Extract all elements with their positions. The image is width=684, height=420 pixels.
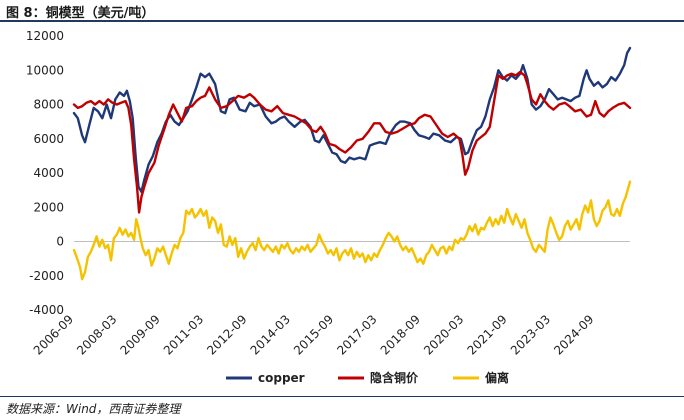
y-axis: -4000 -2000 0 2000 4000 6000 8000 10000 12000 [26,29,64,317]
series-line-0 [72,46,632,193]
x-axis: 2006-092008-032009-092011-032012-092014-… [31,312,597,357]
y-tick-label: 8000 [33,98,64,112]
x-tick-label: 2006-09 [31,312,76,357]
y-tick-label: -2000 [29,269,64,283]
x-tick-label: 2024-09 [551,312,596,357]
x-tick-label: 2017-03 [334,312,379,357]
x-tick-label: 2018-09 [378,312,423,357]
legend: copper 隐含铜价 偏离 [226,370,509,385]
x-tick-label: 2008-03 [74,312,119,357]
x-tick-label: 2011-03 [161,312,206,357]
x-tick-label: 2023-03 [508,312,553,357]
copper-model-line-chart: -4000 -2000 0 2000 4000 6000 8000 10000 12000 20… [26,29,632,385]
legend-label-1: 隐含铜价 [370,370,419,385]
y-tick-label: 2000 [33,200,64,214]
y-tick-label: 6000 [33,132,64,146]
series-line-1 [72,70,632,214]
footer-divider [0,396,684,397]
y-tick-label: 4000 [33,166,64,180]
figure-title: 图 8：铜模型（美元/吨） [6,6,155,21]
y-tick-label: 12000 [26,29,64,43]
x-tick-label: 2014-03 [248,312,293,357]
x-tick-label: 2021-09 [464,312,509,357]
x-tick-label: 2020-03 [421,312,466,357]
x-tick-label: 2015-09 [291,312,336,357]
source-note: 数据来源：Wind，西南证券整理 [6,402,181,416]
y-tick-label: -4000 [29,303,64,317]
title-divider [0,20,684,22]
series-lines [72,46,632,281]
x-tick-label: 2009-09 [118,312,163,357]
legend-label-2: 偏离 [485,370,509,385]
y-tick-label: 10000 [26,63,64,77]
series-line-2 [72,180,632,281]
x-tick-label: 2012-09 [204,312,249,357]
legend-label-0: copper [258,371,305,385]
y-tick-label: 0 [56,235,64,249]
